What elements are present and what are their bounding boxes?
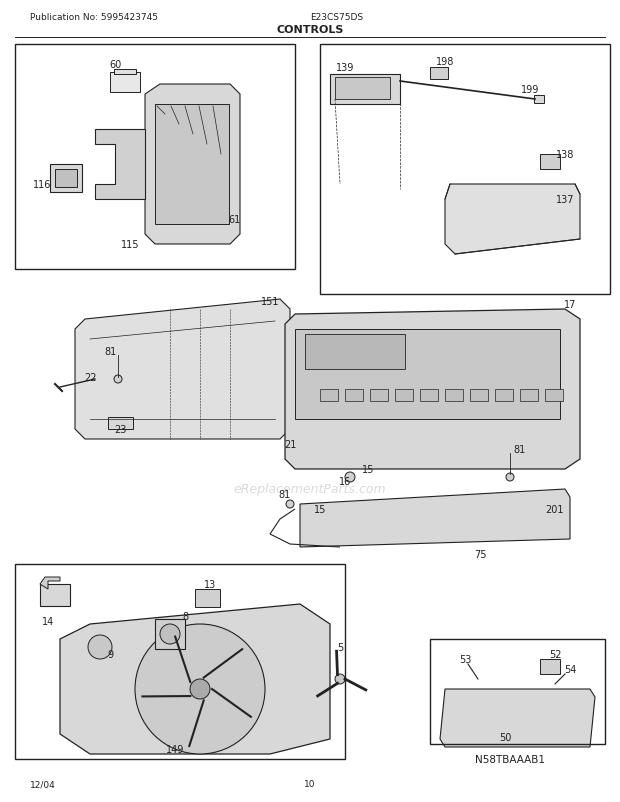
Bar [420,390,438,402]
Text: eReplacementParts.com: eReplacementParts.com [234,483,386,496]
Polygon shape [285,310,580,469]
Text: 54: 54 [564,664,576,674]
Text: Publication No: 5995423745: Publication No: 5995423745 [30,14,158,22]
Text: 10: 10 [304,780,316,788]
Bar [15,45,295,269]
Bar [335,78,390,100]
Bar [445,390,463,402]
Text: 53: 53 [459,654,471,664]
Bar [50,164,82,192]
Bar [55,170,77,188]
Circle shape [286,500,294,508]
Bar [534,96,544,104]
Circle shape [135,624,265,754]
Bar [320,45,610,294]
Text: 50: 50 [499,732,511,742]
Text: 60: 60 [109,60,121,70]
Polygon shape [95,130,145,200]
Text: 151: 151 [261,297,279,306]
Text: 17: 17 [564,300,576,310]
Bar [305,334,405,370]
Bar [195,589,220,607]
Text: 5: 5 [337,642,343,652]
Bar [395,390,413,402]
Text: 199: 199 [521,85,539,95]
Bar [295,330,560,419]
Bar [155,105,229,225]
Circle shape [506,473,514,481]
Text: 13: 13 [204,579,216,589]
Text: 137: 137 [556,195,574,205]
Circle shape [160,624,180,644]
Text: 115: 115 [121,240,140,249]
Text: 198: 198 [436,57,454,67]
Bar [545,390,563,402]
Bar [430,639,605,744]
Bar [110,73,140,93]
Text: 81: 81 [279,489,291,500]
Bar [540,155,560,170]
Text: 201: 201 [546,504,564,514]
Polygon shape [40,577,60,589]
Text: 23: 23 [114,424,126,435]
Bar [520,390,538,402]
Text: 61: 61 [229,215,241,225]
Text: 81: 81 [514,444,526,455]
Bar [114,70,136,75]
Text: 149: 149 [166,744,184,754]
Text: N58TBAAAB1: N58TBAAAB1 [475,754,545,764]
Text: 52: 52 [549,649,561,659]
Polygon shape [445,184,580,255]
Circle shape [345,472,355,482]
Text: CONTROLS: CONTROLS [277,25,343,35]
Text: 22: 22 [84,373,96,383]
Polygon shape [145,85,240,245]
Bar [15,565,345,759]
Polygon shape [75,300,290,439]
Text: 139: 139 [336,63,354,73]
Text: 14: 14 [42,616,54,626]
Bar [345,390,363,402]
Bar [430,68,448,80]
Text: 138: 138 [556,150,574,160]
Bar [155,619,185,649]
Text: 12/04: 12/04 [30,780,56,788]
Text: 15: 15 [314,504,326,514]
Text: 116: 116 [33,180,51,190]
Bar [40,585,70,606]
Polygon shape [300,489,570,547]
Text: 21: 21 [284,439,296,449]
Polygon shape [60,604,330,754]
Polygon shape [330,75,400,105]
Bar [495,390,513,402]
Text: 15: 15 [362,464,374,475]
Polygon shape [440,689,595,747]
Text: 75: 75 [474,549,486,559]
Text: 9: 9 [107,649,113,659]
Text: 16: 16 [339,476,351,486]
Circle shape [114,375,122,383]
Circle shape [335,674,345,684]
Text: E23CS75DS: E23CS75DS [310,14,363,22]
Bar [540,659,560,674]
Bar [108,418,133,429]
Text: 8: 8 [182,611,188,622]
Circle shape [88,635,112,659]
Bar [320,390,338,402]
Text: 81: 81 [104,346,116,357]
Bar [370,390,388,402]
Circle shape [190,679,210,699]
Bar [470,390,488,402]
